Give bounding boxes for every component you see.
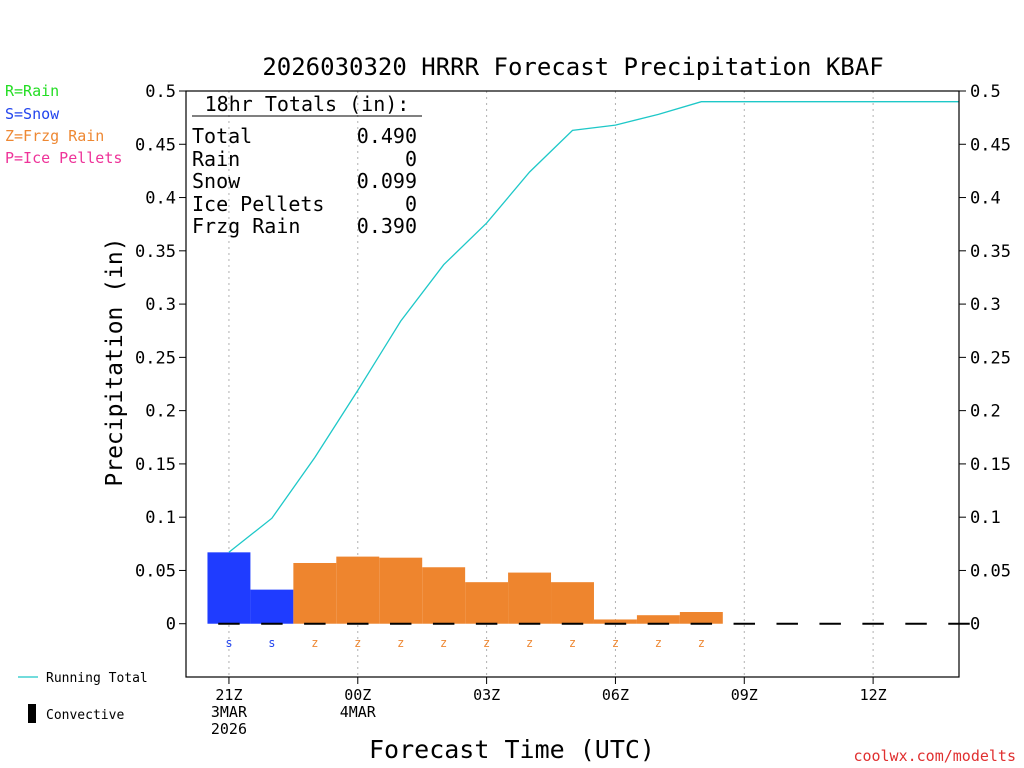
legend-snow: S=Snow [5,105,60,123]
precip-bar [250,589,294,624]
x-tick-label: 3MAR [211,703,248,721]
y-tick-label-right: 0.45 [970,135,1011,155]
precip-type-label: z [397,636,404,650]
credit-link[interactable]: coolwx.com/modelts [853,747,1016,765]
y-tick-label-left: 0.5 [145,82,176,102]
totals-value-ice-pellets: 0 [405,192,417,216]
precip-type-label: z [655,636,662,650]
y-tick-label-right: 0 [970,615,980,635]
precip-bar [207,552,251,624]
totals-value-snow: 0.099 [357,169,417,193]
y-tick-label-left: 0 [166,615,176,635]
y-tick-label-left: 0.3 [145,295,176,315]
y-tick-label-right: 0.5 [970,82,1001,102]
precip-type-label: s [268,636,275,650]
precip-type-label: z [526,636,533,650]
legend-frzg-rain: Z=Frzg Rain [5,127,104,145]
precip-bar [465,582,509,624]
y-tick-label-left: 0.05 [135,561,176,581]
totals-value-frzg-rain: 0.390 [357,214,417,238]
x-tick-label: 06Z [602,686,629,704]
y-axis-label: Precipitation (in) [102,237,128,486]
totals-box: 18hr Totals (in): Total 0.490 Rain 0 Sno… [192,92,422,238]
precip-bar [379,557,423,624]
y-tick-label-right: 0.25 [970,348,1011,368]
precip-type-label: z [569,636,576,650]
y-tick-label-left: 0.1 [145,508,176,528]
plot-frame [185,90,960,678]
convective-legend-swatch [28,704,36,723]
totals-value-total: 0.490 [357,124,417,148]
precip-type-label: z [483,636,490,650]
totals-label-frzg-rain: Frzg Rain [192,214,300,238]
x-tick-label: 21Z [215,686,242,704]
y-tick-label-right: 0.1 [970,508,1001,528]
precip-bar [508,572,552,624]
y-tick-label-right: 0.3 [970,295,1001,315]
x-tick-label: 03Z [473,686,500,704]
precip-type-label: z [698,636,705,650]
y-tick-label-left: 0.45 [135,135,176,155]
precip-bar [551,582,594,624]
y-tick-label-right: 0.35 [970,242,1011,262]
totals-label-ice-pellets: Ice Pellets [192,192,324,216]
totals-value-rain: 0 [405,147,417,171]
chart-title: 2026030320 HRRR Forecast Precipitation K… [262,53,883,81]
precip-type-label: z [612,636,619,650]
totals-label-snow: Snow [192,169,241,193]
precip-bar [336,556,380,624]
running-total-line [228,101,959,553]
running-total-legend-label: Running Total [46,671,148,686]
y-tick-label-right: 0.05 [970,561,1011,581]
x-tick-label: 12Z [860,686,887,704]
precip-type-label: s [225,636,232,650]
y-tick-label-right: 0.15 [970,455,1011,475]
precip-bar [422,567,466,624]
y-tick-label-left: 0.2 [145,402,176,422]
precip-bar [679,612,723,624]
precip-bar [636,615,680,624]
grid-layer [228,91,874,677]
totals-label-total: Total [192,124,252,148]
running-total-layer [228,101,959,553]
x-tick-label: 09Z [731,686,758,704]
y-tick-label-left: 0.25 [135,348,176,368]
precip-bar [593,619,637,624]
y-tick-label-left: 0.4 [145,189,176,209]
x-tick-label: 00Z [344,686,371,704]
x-tick-label: 2026 [211,720,247,738]
convective-legend-label: Convective [46,708,124,723]
y-tick-label-left: 0.35 [135,242,176,262]
line-legend: Running Total Convective [18,671,148,723]
precip-bar [293,562,337,624]
totals-label-rain: Rain [192,147,240,171]
x-axis-label: Forecast Time (UTC) [369,735,655,764]
totals-title: 18hr Totals (in): [205,92,410,116]
legend-ice-pellets: P=Ice Pellets [5,149,122,167]
y-tick-label-right: 0.4 [970,189,1001,209]
x-tick-label: 4MAR [340,703,377,721]
type-legend: R=Rain S=Snow Z=Frzg Rain P=Ice Pellets [5,82,122,167]
precip-type-label: z [311,636,318,650]
y-tick-label-right: 0.2 [970,402,1001,422]
legend-rain: R=Rain [5,82,59,100]
y-tick-label-left: 0.15 [135,455,176,475]
precip-type-label: z [354,636,361,650]
precip-type-label: z [440,636,447,650]
